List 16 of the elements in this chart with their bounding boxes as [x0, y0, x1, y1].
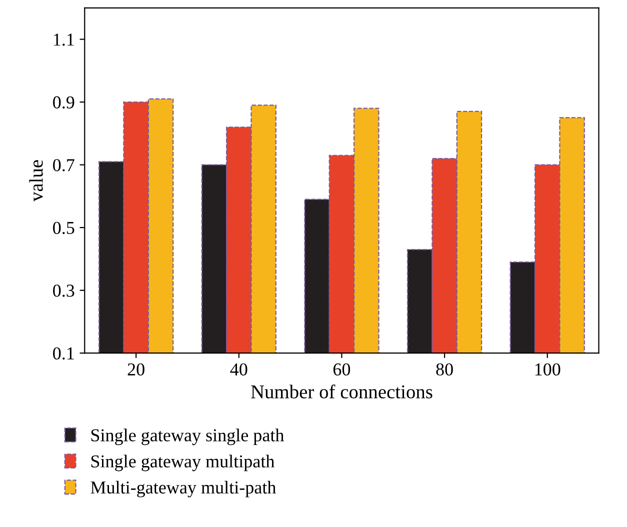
x-tick-label: 60 [333, 363, 350, 376]
y-tick-label: 0.5 [53, 222, 74, 234]
x-tick-label: 20 [128, 363, 144, 376]
x-tick-label: 80 [436, 363, 453, 376]
y-tick-label: 0.1 [53, 347, 74, 360]
y-tick-label: 0.7 [53, 159, 74, 172]
y-tick-label: 0.9 [53, 96, 74, 109]
legend-label: Single gateway single path [91, 428, 284, 446]
y-tick-label: 0.3 [53, 284, 74, 297]
x-tick-label: 100 [535, 363, 560, 376]
y-tick-label: 1.1 [54, 34, 74, 46]
legend-label: Multi-gateway multi-path [90, 480, 276, 498]
x-axis-title: Number of connections [251, 384, 432, 398]
x-tick-label: 40 [230, 363, 248, 376]
y-axis-title: value [29, 160, 43, 202]
legend-label: Single gateway multipath [91, 454, 274, 472]
